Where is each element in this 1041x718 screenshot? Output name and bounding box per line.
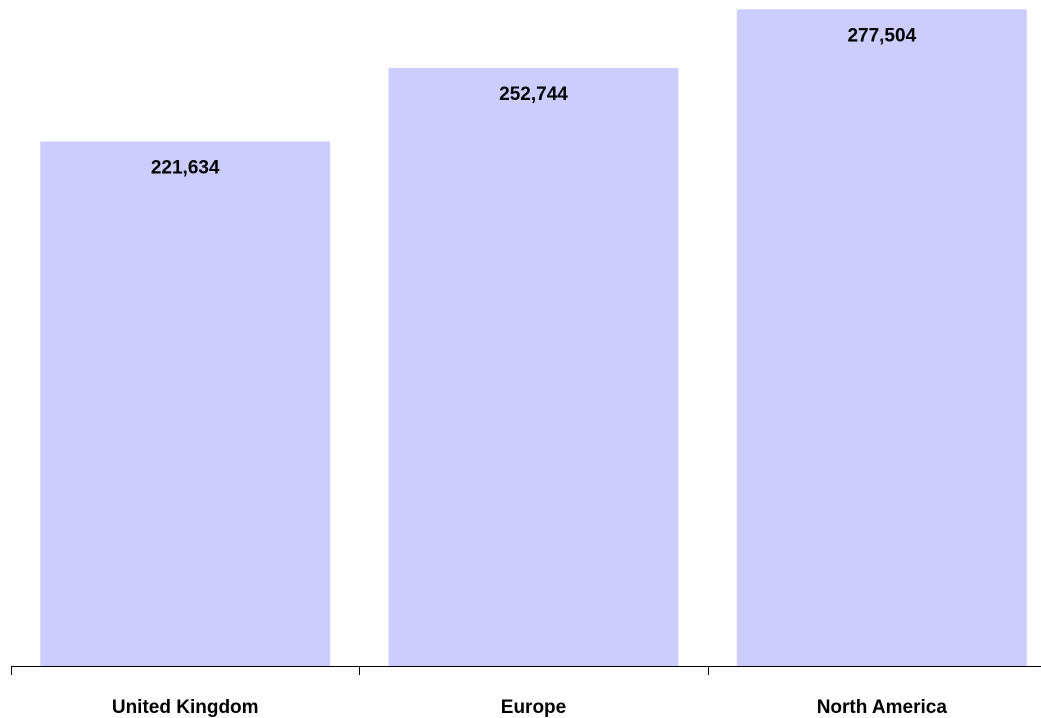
x-tick-label-united-kingdom: United Kingdom <box>112 697 259 718</box>
data-label-united-kingdom: 221,634 <box>151 158 220 179</box>
x-tick-label-europe: Europe <box>501 697 566 718</box>
bar-europe <box>388 67 679 666</box>
x-axis: United Kingdom Europe North America <box>11 666 1041 718</box>
x-tick-label-north-america: North America <box>817 697 948 718</box>
data-labels-layer: 221,634 252,744 277,504 <box>151 25 917 178</box>
bar-united-kingdom <box>40 141 331 666</box>
bar-north-america <box>736 9 1027 667</box>
bars-layer <box>40 9 1027 667</box>
data-label-north-america: 277,504 <box>847 25 916 46</box>
data-label-europe: 252,744 <box>499 84 568 105</box>
